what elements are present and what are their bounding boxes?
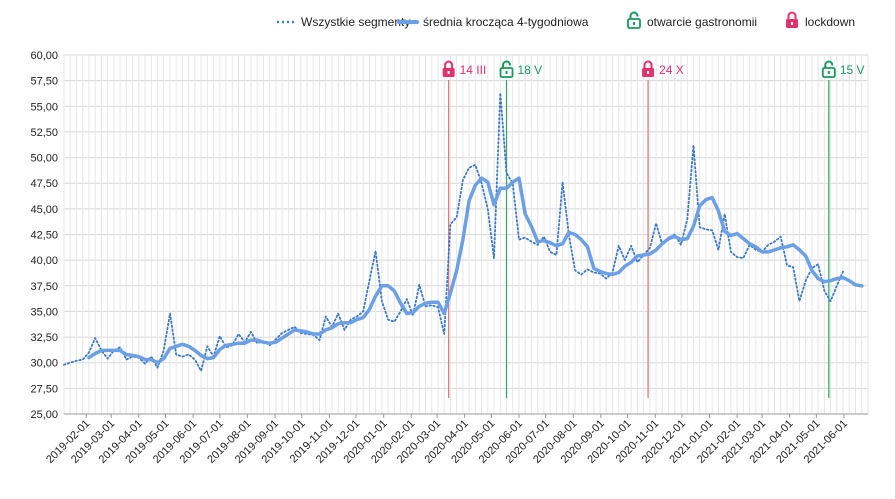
event-markers: 14 III 18 V 24 X 15 V [442,60,865,398]
event-label: 24 X [659,63,684,77]
lock-closed-icon [786,11,798,28]
legend: Wszystkie segmenty średnia krocząca 4-tyg… [277,11,855,29]
series-lines [63,92,864,372]
y-tick-label: 55,00 [30,101,58,113]
y-tick-label: 30,00 [30,358,58,370]
y-tick-label: 32,50 [30,332,58,344]
y-tick-label: 57,50 [30,76,58,88]
y-tick-label: 52,50 [30,127,58,139]
event-label: 18 V [518,63,543,77]
y-tick-label: 60,00 [30,50,58,62]
y-axis: 25,00 27,50 30,00 32,50 35,00 37,50 40,00 42,50… [30,50,58,421]
y-tick-label: 37,50 [30,281,58,293]
y-tick-label: 42,50 [30,230,58,242]
lock-open-icon [821,60,836,78]
lock-open-icon [499,60,514,78]
event-label: 14 III [460,63,487,77]
grid [63,54,869,415]
x-axis: 2019-02-012019-03-012019-04-012019-05-01… [44,414,850,466]
legend-label: lockdown [805,15,855,29]
series-line-wszystkie-segmenty [63,92,844,372]
y-tick-label: 35,00 [30,306,58,318]
legend-label: średnia krocząca 4-tygodniowa [423,15,589,29]
legend-label: otwarcie gastronomii [647,15,757,29]
y-tick-label: 50,00 [30,153,58,165]
y-tick-label: 47,50 [30,178,58,190]
lock-closed-icon [642,60,655,77]
event-label: 15 V [840,63,865,77]
y-tick-label: 25,00 [30,409,58,421]
lock-closed-icon [442,60,455,77]
legend-label: Wszystkie segmenty [301,15,410,29]
series-line-srednia-kroczaca [87,176,864,365]
lock-open-icon [627,11,641,29]
y-tick-label: 27,50 [30,383,58,395]
y-tick-label: 40,00 [30,255,58,267]
y-tick-label: 45,00 [30,204,58,216]
